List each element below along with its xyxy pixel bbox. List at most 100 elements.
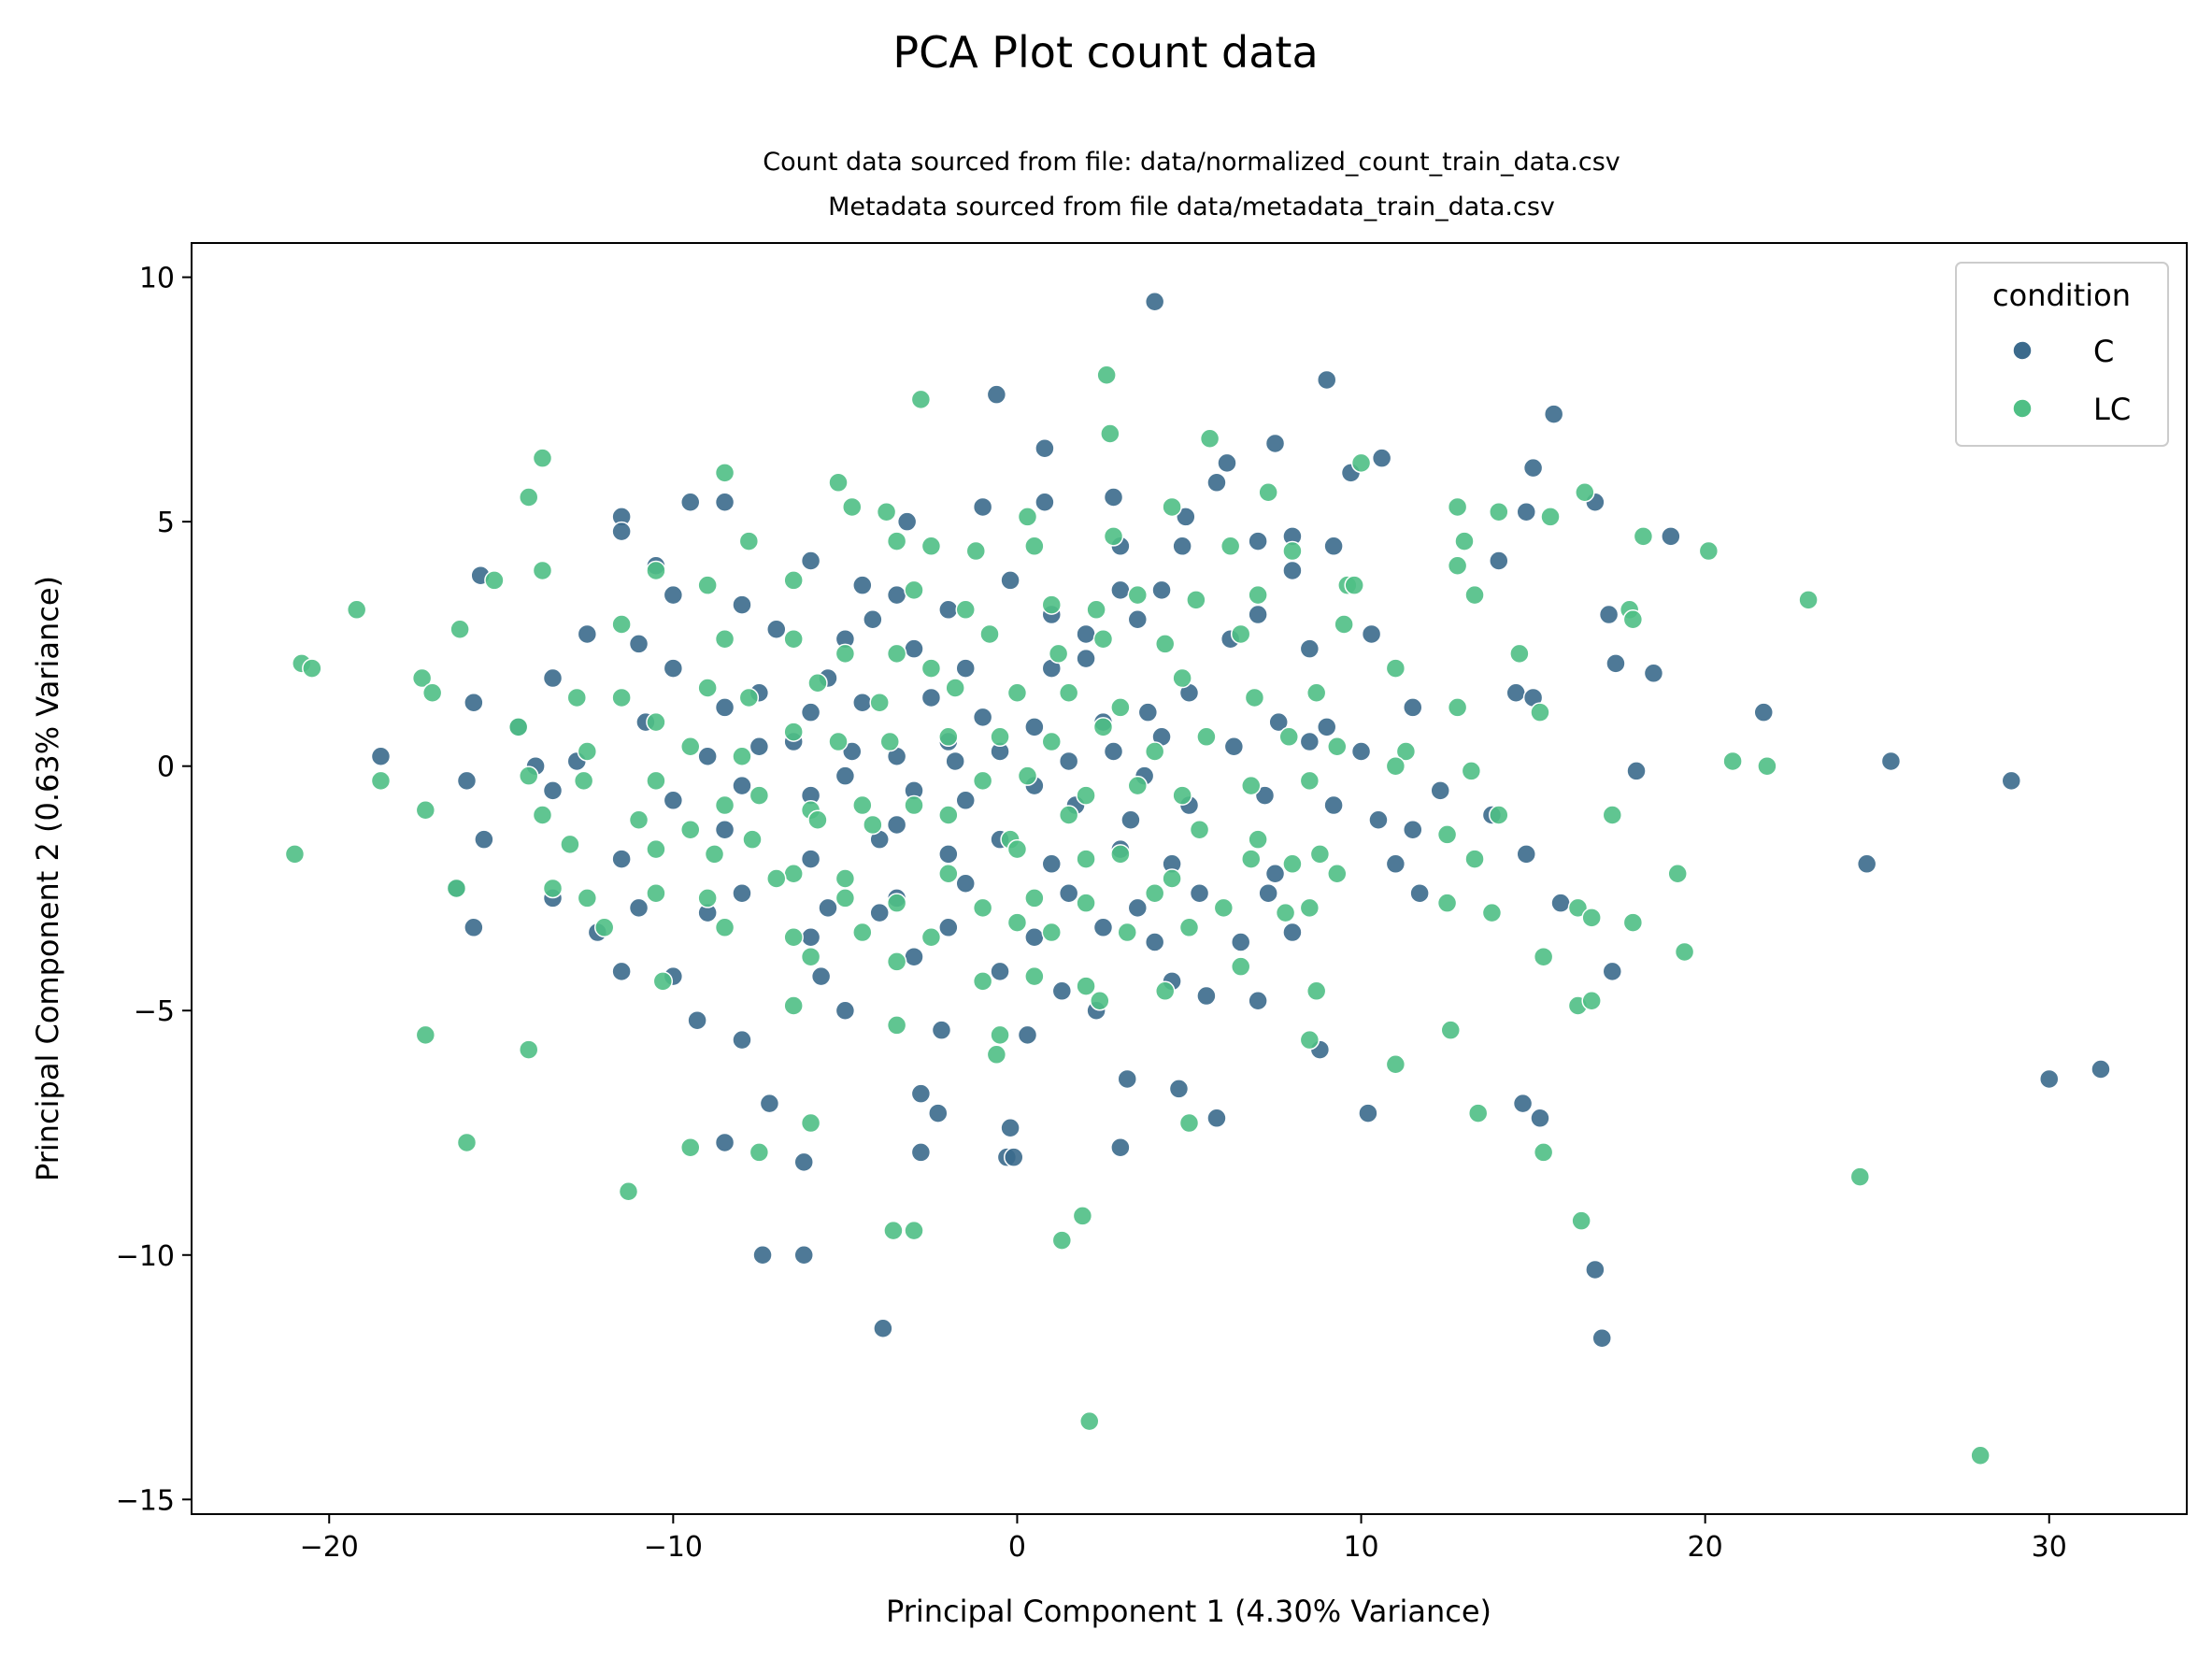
scatter-point-c — [542, 780, 564, 801]
scatter-point-lc — [1581, 991, 1602, 1011]
scatter-point-c — [1361, 623, 1382, 645]
x-tick-label: 0 — [1008, 1531, 1026, 1564]
scatter-point-c — [1753, 702, 1774, 722]
scatter-point-lc — [807, 809, 828, 830]
scatter-point-c — [818, 897, 838, 919]
scatter-point-lc — [783, 995, 804, 1016]
scatter-point-c — [1176, 507, 1196, 527]
scatter-point-lc — [450, 619, 470, 639]
scatter-point-lc — [1530, 702, 1550, 722]
scatter-point-c — [910, 1142, 932, 1163]
scatter-point-lc — [1162, 496, 1182, 518]
scatter-point-lc — [518, 487, 539, 508]
scatter-point-lc — [783, 722, 804, 742]
scatter-point-c — [1076, 623, 1096, 645]
x-tick-label: 30 — [2032, 1531, 2067, 1564]
scatter-point-lc — [1103, 526, 1124, 547]
scatter-point-c — [986, 384, 1007, 405]
scatter-point-lc — [1275, 902, 1296, 923]
scatter-point-lc — [1117, 922, 1137, 943]
scatter-point-c — [732, 882, 752, 904]
scatter-point-c — [464, 917, 484, 938]
scatter-point-lc — [920, 536, 942, 557]
scatter-point-lc — [415, 800, 436, 821]
scatter-point-c — [611, 849, 632, 869]
scatter-point-lc — [577, 888, 598, 908]
scatter-point-lc — [577, 741, 598, 762]
scatter-point-lc — [1970, 1445, 1991, 1466]
scatter-point-lc — [1172, 667, 1192, 689]
legend: condition C LC — [1955, 262, 2169, 447]
scatter-point-c — [1358, 1103, 1378, 1123]
scatter-point-c — [1248, 991, 1268, 1011]
legend-box — [1955, 262, 2169, 447]
scatter-point-lc — [1299, 1029, 1320, 1051]
scatter-point-c — [938, 917, 959, 938]
scatter-point-lc — [1533, 946, 1554, 967]
scatter-point-lc — [1006, 912, 1028, 933]
scatter-point-c — [2001, 770, 2022, 792]
scatter-point-lc — [1674, 941, 1695, 963]
scatter-point-lc — [835, 868, 856, 889]
scatter-point-lc — [886, 951, 907, 972]
scatter-point-lc — [1667, 864, 1688, 884]
scatter-point-lc — [532, 805, 553, 825]
scatter-point-lc — [1213, 897, 1234, 919]
scatter-point-lc — [1385, 658, 1406, 679]
scatter-point-c — [1268, 711, 1289, 733]
scatter-point-c — [910, 1083, 932, 1104]
scatter-point-lc — [883, 1220, 904, 1241]
scatter-point-c — [1512, 1093, 1534, 1114]
scatter-point-c — [1196, 985, 1217, 1007]
scatter-point-lc — [1248, 829, 1268, 850]
scatter-point-c — [1110, 579, 1131, 601]
scatter-point-c — [1051, 980, 1073, 1002]
scatter-point-c — [1371, 448, 1392, 468]
scatter-point-c — [628, 634, 649, 654]
legend-marker-c — [2012, 340, 2033, 361]
scatter-point-lc — [1440, 1020, 1462, 1040]
scatter-point-c — [800, 849, 821, 869]
scatter-point-c — [1168, 1079, 1190, 1099]
chart-subtitle-line-2: Metadata sourced from file data/metadata… — [828, 193, 1555, 222]
scatter-point-lc — [1306, 980, 1327, 1002]
scatter-point-c — [1264, 864, 1286, 884]
scatter-point-lc — [1024, 536, 1045, 557]
scatter-point-c — [920, 687, 942, 708]
x-axis-ticks: −20 −10 0 10 20 30 — [300, 1514, 2067, 1564]
scatter-point-c — [800, 927, 821, 948]
scatter-point-lc — [697, 575, 718, 595]
scatter-point-lc — [484, 570, 505, 591]
scatter-point-c — [793, 1151, 814, 1173]
scatter-point-lc — [1385, 1054, 1406, 1075]
scatter-point-lc — [1464, 849, 1485, 869]
scatter-point-lc — [886, 1015, 907, 1036]
scatter-point-lc — [1327, 737, 1348, 757]
scatter-point-lc — [1722, 751, 1743, 772]
y-axis-label: Principal Component 2 (0.63% Variance) — [30, 576, 65, 1181]
scatter-point-lc — [1006, 838, 1028, 860]
scatter-point-lc — [1041, 594, 1063, 615]
scatter-point-lc — [1385, 755, 1406, 777]
scatter-point-c — [1516, 501, 1536, 522]
scatter-point-lc — [1144, 882, 1165, 904]
scatter-point-lc — [1162, 868, 1182, 889]
scatter-point-lc — [1241, 849, 1262, 869]
scatter-point-c — [2091, 1059, 2111, 1080]
scatter-point-c — [663, 584, 684, 606]
scatter-point-lc — [697, 888, 718, 908]
scatter-point-c — [1248, 531, 1268, 551]
scatter-point-c — [1120, 809, 1141, 830]
scatter-point-c — [611, 961, 632, 982]
scatter-point-lc — [879, 731, 900, 752]
scatter-point-lc — [421, 682, 443, 703]
scatter-point-lc — [714, 463, 735, 483]
legend-label-lc: LC — [2093, 392, 2131, 427]
scatter-point-lc — [714, 628, 735, 650]
scatter-point-c — [852, 575, 873, 595]
scatter-point-lc — [1096, 365, 1117, 385]
scatter-point-lc — [1306, 682, 1327, 703]
scatter-point-lc — [1575, 482, 1595, 503]
scatter-point-lc — [1072, 1206, 1093, 1226]
